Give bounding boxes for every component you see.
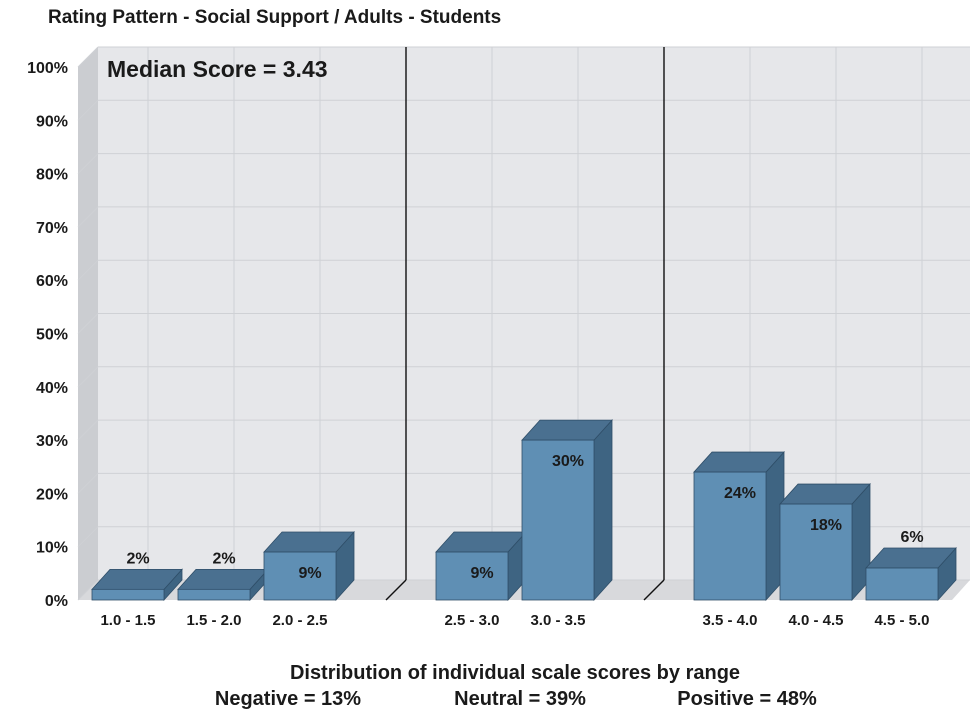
x-tick-label: 3.5 - 4.0	[702, 612, 757, 629]
gridline-wall	[77, 153, 99, 174]
y-tick-label: 20%	[36, 486, 68, 503]
data-label: 24%	[724, 485, 756, 502]
y-tick-label: 40%	[36, 380, 68, 397]
data-label: 9%	[470, 565, 493, 582]
data-label: 6%	[900, 529, 923, 546]
gridline-wall	[77, 579, 99, 601]
bar-1.5-2.0	[177, 568, 269, 602]
bar-4.0-4.5	[779, 483, 871, 602]
bar-front	[177, 588, 251, 601]
bar-front	[263, 551, 337, 601]
x-tick-label: 1.0 - 1.5	[100, 612, 155, 629]
bar-3.0-3.5	[521, 419, 613, 602]
bar-2.5-3.0	[435, 530, 527, 602]
y-tick-label: 60%	[36, 273, 68, 290]
median-score-annotation: Median Score = 3.43	[107, 56, 328, 82]
bar-3.5-4.0	[693, 451, 785, 602]
y-tick-label: 10%	[36, 540, 68, 557]
gridline-wall	[77, 313, 99, 334]
data-label: 9%	[298, 565, 321, 582]
group-dividers	[385, 47, 665, 601]
bar-front	[865, 567, 939, 601]
x-tick-label: 2.5 - 3.0	[444, 612, 499, 629]
bar-front	[693, 471, 767, 601]
summary-neutral: Neutral = 39%	[454, 688, 586, 710]
x-tick-label: 2.0 - 2.5	[272, 612, 327, 629]
x-axis-label: Distribution of individual scale scores …	[290, 662, 740, 684]
gridline-wall	[77, 473, 99, 494]
y-tick-label: 70%	[36, 220, 68, 237]
y-tick-label: 30%	[36, 433, 68, 450]
bar-4.5-5.0	[865, 546, 957, 602]
x-tick-label: 3.0 - 3.5	[530, 612, 585, 629]
gridline-wall	[77, 46, 99, 68]
bar-side	[593, 419, 613, 602]
y-tick-label: 0%	[45, 593, 68, 610]
summary-negative: Negative = 13%	[215, 688, 361, 710]
chart-title: Rating Pattern - Social Support / Adults…	[48, 7, 501, 28]
gridline-wall	[77, 206, 99, 228]
bar-front	[521, 439, 595, 601]
x-tick-label: 1.5 - 2.0	[186, 612, 241, 629]
summary-positive: Positive = 48%	[677, 688, 817, 710]
y-axis-ticks: 0% 10% 20% 30% 40% 50% 60% 70% 80% 90% 100%	[27, 60, 68, 610]
bar-1.0-1.5	[91, 568, 183, 602]
y-tick-label: 90%	[36, 113, 68, 130]
bar-front	[779, 503, 853, 601]
data-label: 2%	[126, 550, 149, 567]
x-axis-ticks: 1.0 - 1.5 1.5 - 2.0 2.0 - 2.5 2.5 - 3.0 3.0 …	[100, 612, 929, 629]
y-tick-label: 100%	[27, 60, 68, 77]
gridline-wall	[77, 99, 99, 121]
gridline-wall	[77, 259, 99, 281]
gridline-wall	[77, 419, 99, 441]
bars	[91, 419, 957, 602]
x-tick-label: 4.5 - 5.0	[874, 612, 929, 629]
data-label: 18%	[810, 517, 842, 534]
data-labels: 2% 2% 9% 9% 30% 24% 18% 6%	[126, 453, 923, 582]
group-divider-floor	[643, 579, 665, 601]
bar-front	[91, 588, 165, 601]
gridline-wall	[77, 526, 99, 548]
data-label: 30%	[552, 453, 584, 470]
x-tick-label: 4.0 - 4.5	[788, 612, 843, 629]
gridlines	[77, 46, 970, 601]
bar-2.0-2.5	[263, 530, 355, 602]
group-divider-floor	[385, 579, 407, 601]
bar-front	[435, 551, 509, 601]
y-tick-label: 50%	[36, 327, 68, 344]
y-tick-label: 80%	[36, 167, 68, 184]
gridline-wall	[77, 366, 99, 388]
data-label: 2%	[212, 550, 235, 567]
